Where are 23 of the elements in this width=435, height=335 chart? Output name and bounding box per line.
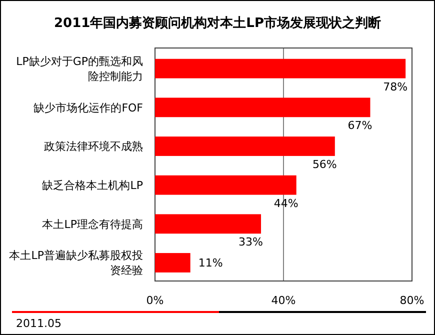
bar	[155, 175, 296, 195]
y-tick-label: 缺少市场化运作的FOF	[34, 101, 143, 114]
chart-title: 2011年国内募资顾问机构对本土LP市场发展现状之判断	[54, 15, 381, 31]
x-tick-label: 40%	[271, 294, 296, 307]
x-tick-label: 80%	[400, 294, 424, 307]
x-tick-label: 0%	[146, 294, 164, 307]
data-label: 33%	[238, 236, 264, 249]
bar	[155, 98, 370, 118]
y-tick-label: 缺乏合格本土机构LP	[42, 179, 144, 192]
y-tick-label: LP缺少对于GP的甄选和风险控制能力	[16, 55, 143, 84]
data-label: 78%	[383, 80, 408, 94]
data-label: 56%	[312, 158, 337, 171]
y-tick-label: 本土LP普遍缺少私募股权投资经验	[9, 249, 143, 278]
bar	[155, 136, 335, 156]
data-label: 44%	[274, 196, 298, 210]
bar	[155, 214, 262, 234]
data-label: 67%	[348, 119, 372, 132]
data-label: 11%	[198, 256, 223, 270]
bar	[155, 58, 406, 78]
y-tick-label: 政策法律环境不成熟	[44, 140, 143, 154]
y-tick-label: 本土LP理念有待提高	[42, 218, 143, 231]
bar	[155, 253, 190, 272]
text: 2011.05	[16, 317, 62, 330]
